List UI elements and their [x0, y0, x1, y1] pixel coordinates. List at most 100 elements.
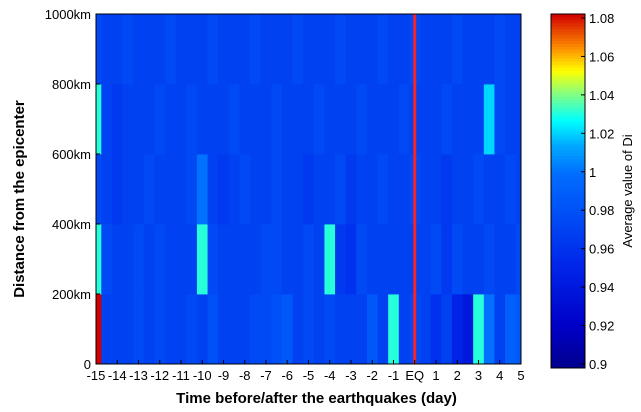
- heatmap-cell: [473, 14, 485, 85]
- colorbar-segment: [551, 300, 585, 304]
- colorbar-segment: [551, 102, 585, 106]
- heatmap-cell: [271, 154, 283, 225]
- y-tick-label: 600km: [52, 147, 91, 162]
- heatmap-cell: [165, 224, 177, 295]
- heatmap-cell: [165, 14, 177, 85]
- colorbar-segment: [551, 58, 585, 62]
- heatmap-cell: [218, 294, 230, 365]
- heatmap-cell: [281, 224, 293, 295]
- colorbar-segment: [551, 70, 585, 74]
- heatmap-cell: [165, 154, 177, 225]
- heatmap-cell: [260, 154, 272, 225]
- heatmap-cell: [218, 14, 230, 85]
- colorbar-segment: [551, 16, 585, 21]
- x-tick-label: -4: [324, 368, 336, 383]
- x-tick-label: 4: [496, 368, 503, 383]
- heatmap-cell: [186, 154, 198, 225]
- colorbar-segment: [551, 261, 585, 266]
- colorbar-frame: [550, 13, 586, 369]
- heatmap-cell: [451, 84, 463, 155]
- colorbar-segment: [551, 137, 585, 142]
- colorbar-segment: [551, 196, 585, 201]
- heatmap-cell: [239, 84, 251, 155]
- colorbar: [550, 13, 586, 369]
- heatmap-cell: [515, 84, 522, 155]
- heatmap-cell: [345, 224, 357, 295]
- heatmap-cell: [462, 84, 474, 155]
- colorbar-segment: [551, 114, 585, 118]
- colorbar-segment: [551, 93, 585, 98]
- heatmap-cell: [101, 14, 113, 85]
- heatmap-cell: [515, 154, 522, 225]
- colorbar-segment: [551, 14, 585, 18]
- colorbar-segment: [551, 341, 585, 345]
- colorbar-segment: [551, 208, 585, 213]
- x-tick-label: -3: [345, 368, 357, 383]
- colorbar-segment: [551, 226, 585, 230]
- heatmap-cell: [101, 224, 113, 295]
- heatmap-cell: [154, 14, 166, 85]
- heatmap-cell: [388, 84, 400, 155]
- heatmap-cell: [154, 294, 166, 365]
- colorbar-segment: [551, 182, 585, 186]
- x-tick-label: -12: [150, 368, 169, 383]
- heatmap-cell: [515, 14, 522, 85]
- colorbar-segment: [551, 273, 585, 278]
- colorbar-segment: [551, 247, 585, 251]
- heatmap-cell: [313, 224, 325, 295]
- heatmap-cell: [196, 14, 208, 85]
- heatmap-cell: [111, 154, 123, 225]
- heatmap-cell: [281, 294, 293, 365]
- colorbar-segment: [551, 365, 585, 369]
- heatmap-cell: [133, 154, 145, 225]
- y-axis-label: Distance from the epicenter: [11, 100, 28, 298]
- colorbar-segment: [551, 362, 585, 366]
- heatmap-cell: [377, 154, 389, 225]
- colorbar-segment: [551, 61, 585, 65]
- heatmap-cell: [345, 154, 357, 225]
- heatmap-cell: [388, 294, 400, 365]
- heatmap-cell: [462, 294, 474, 365]
- heatmap-cell: [483, 224, 495, 295]
- heatmap-cells: [96, 14, 522, 365]
- x-tick-label: -14: [108, 368, 127, 383]
- heatmap-cell: [303, 224, 315, 295]
- y-tick-label: 0: [84, 357, 91, 372]
- colorbar-tick-label: 1.04: [589, 88, 614, 103]
- heatmap-cell: [505, 294, 517, 365]
- heatmap-cell: [281, 14, 293, 85]
- heatmap-cell: [101, 294, 113, 365]
- heatmap-cell: [154, 84, 166, 155]
- heatmap-cell: [366, 154, 378, 225]
- heatmap-cell: [473, 224, 485, 295]
- heatmap-cell: [111, 224, 123, 295]
- heatmap-cell: [441, 224, 453, 295]
- heatmap-cell: [430, 224, 442, 295]
- heatmap-cell: [377, 14, 389, 85]
- y-axis-ticks: 0 200km 400km 600km 800km 1000km: [45, 7, 100, 372]
- x-tick-label: -10: [193, 368, 212, 383]
- colorbar-segment: [551, 193, 585, 198]
- colorbar-segment: [551, 46, 585, 50]
- heatmap-cell: [398, 84, 410, 155]
- colorbar-segment: [551, 176, 585, 180]
- heatmap-cell: [239, 294, 251, 365]
- x-tick-label: 5: [517, 368, 524, 383]
- colorbar-segment: [551, 108, 585, 112]
- heatmap-cell: [111, 294, 123, 365]
- colorbar-segment: [551, 179, 585, 183]
- heatmap-cell: [356, 14, 368, 85]
- heatmap-cell: [196, 294, 208, 365]
- colorbar-segment: [551, 25, 585, 30]
- heatmap-cell: [239, 154, 251, 225]
- heatmap-cell: [420, 84, 432, 155]
- heatmap-cell: [175, 224, 187, 295]
- heatmap-cell: [335, 294, 347, 365]
- heatmap-cell: [292, 294, 304, 365]
- colorbar-segment: [551, 255, 585, 260]
- heatmap-cell: [420, 14, 432, 85]
- heatmap-cell: [218, 224, 230, 295]
- colorbar-segment: [551, 22, 585, 27]
- heatmap-cell: [420, 224, 432, 295]
